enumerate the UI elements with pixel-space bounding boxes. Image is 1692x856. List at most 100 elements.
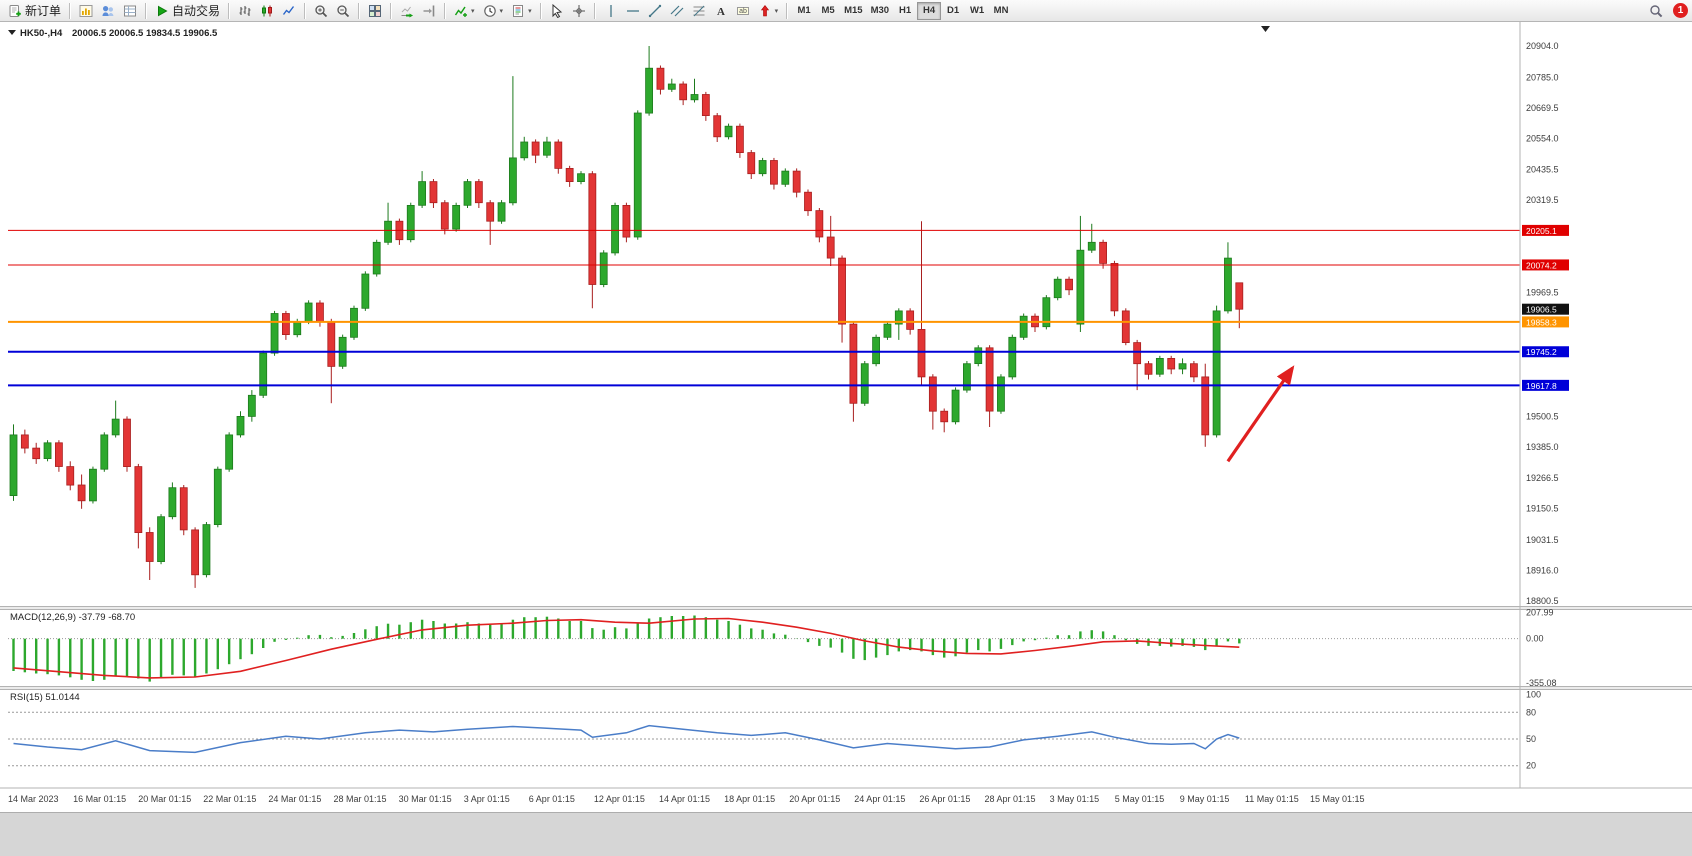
svg-text:20 Apr 01:15: 20 Apr 01:15 <box>789 794 840 804</box>
candle-body <box>826 236 835 259</box>
candle-body <box>645 67 653 114</box>
dropdown-arrow-icon: ▾ <box>774 7 779 15</box>
candle-body <box>145 532 154 562</box>
cursor-button[interactable] <box>547 1 567 20</box>
profiles-button[interactable] <box>98 1 118 20</box>
auto-trading-button-label: 自动交易 <box>172 4 221 18</box>
autotrade-icon <box>155 4 169 18</box>
trendline-button[interactable] <box>645 1 665 20</box>
data-window-button[interactable] <box>120 1 140 20</box>
panel-separator[interactable] <box>0 686 1692 690</box>
timeframe-d1-button[interactable]: D1 <box>941 2 965 20</box>
hline-price-tag <box>1522 379 1569 391</box>
dropdown-arrow-icon: ▾ <box>499 7 504 15</box>
candle-body <box>611 204 619 254</box>
candle-body <box>1224 257 1232 312</box>
cursor-icon <box>550 3 564 18</box>
svg-text:24 Apr 01:15: 24 Apr 01:15 <box>854 794 905 804</box>
svg-text:20669.5: 20669.5 <box>1526 103 1559 113</box>
svg-text:14 Mar 2023: 14 Mar 2023 <box>8 794 59 804</box>
candle-body <box>622 204 631 238</box>
svg-text:5 May 01:15: 5 May 01:15 <box>1115 794 1165 804</box>
arrow-annotation[interactable] <box>1226 365 1295 463</box>
toolbar-separator <box>145 2 148 19</box>
timeframe-m30-button[interactable]: M30 <box>867 2 893 20</box>
auto-trading-button[interactable]: 自动交易 <box>152 1 223 20</box>
svg-text:18916.0: 18916.0 <box>1526 566 1559 576</box>
zoom-out-button[interactable] <box>333 1 353 20</box>
candle-body <box>656 67 665 90</box>
line-chart-button[interactable] <box>279 1 299 20</box>
svg-text:-355.08: -355.08 <box>1526 678 1557 688</box>
candle-body <box>985 347 994 412</box>
candlestick-chart-button[interactable] <box>257 1 277 20</box>
svg-text:20205.1: 20205.1 <box>1526 226 1557 236</box>
horizontal-line-button[interactable] <box>623 1 643 20</box>
candle-body <box>872 336 880 365</box>
arrows-icon <box>758 4 772 18</box>
svg-text:19745.2: 19745.2 <box>1526 347 1557 357</box>
candle-body <box>179 487 188 531</box>
periods-button[interactable]: ▾ <box>480 1 507 20</box>
search-button[interactable] <box>1646 1 1666 20</box>
timeframe-m15-button[interactable]: M15 <box>840 2 866 20</box>
candle-body <box>736 125 744 153</box>
candle-body <box>804 191 812 212</box>
candle-body <box>963 363 971 391</box>
vertical-line-button[interactable] <box>601 1 621 20</box>
candle-body <box>486 202 495 222</box>
timeframe-h4-button[interactable]: H4 <box>917 1 942 20</box>
chart-background <box>0 22 1692 812</box>
charts-button[interactable] <box>76 1 96 20</box>
chart-area[interactable]: 20904.0 20785.0 20669.5 20554.0 20435.5 20319… <box>0 22 1692 812</box>
candle-body <box>1099 241 1107 264</box>
svg-text:19858.3: 19858.3 <box>1526 317 1557 327</box>
toolbar-separator <box>69 2 72 19</box>
auto-scroll-button[interactable] <box>397 1 417 20</box>
candle-body <box>429 181 438 204</box>
notification-badge[interactable]: 1 <box>1673 3 1688 18</box>
indicators-button[interactable]: ▾ <box>451 1 478 20</box>
chart-shift-button[interactable] <box>419 1 439 20</box>
timeframe-m1-button[interactable]: M1 <box>792 2 816 20</box>
candle-body <box>474 181 483 204</box>
new-order-button[interactable]: 新订单 <box>5 1 64 20</box>
chart-dropdown-marker[interactable] <box>1261 26 1270 32</box>
toolbar-right-groups: 1 <box>1645 0 1688 22</box>
templates-button[interactable]: ▾ <box>508 1 535 20</box>
candle-body <box>123 418 131 468</box>
candle-body <box>940 410 949 423</box>
candle-body <box>713 115 722 138</box>
bar-chart-button[interactable] <box>235 1 255 20</box>
candle-body <box>1201 376 1210 436</box>
zoom-in-button[interactable] <box>311 1 331 20</box>
new-order-icon <box>8 4 22 18</box>
candle-body <box>247 394 256 417</box>
svg-text:A: A <box>717 6 725 18</box>
fibonacci-button[interactable] <box>689 1 709 20</box>
candle-body <box>520 141 529 159</box>
candle-body <box>679 83 688 101</box>
svg-text:28 Apr 01:15: 28 Apr 01:15 <box>985 794 1036 804</box>
equidistant-channel-button[interactable] <box>667 1 687 20</box>
crosshair-icon <box>572 4 586 18</box>
timeframe-w1-button[interactable]: W1 <box>965 2 989 20</box>
candle-body <box>20 434 29 449</box>
panel-separator[interactable] <box>0 606 1692 610</box>
candle-body <box>89 468 97 502</box>
timeframe-m5-button[interactable]: M5 <box>816 2 840 20</box>
timeframe-h1-button[interactable]: H1 <box>893 2 917 20</box>
arrows-button[interactable]: ▾ <box>755 1 782 20</box>
candle-body <box>906 310 915 330</box>
text-button[interactable]: A <box>711 1 731 20</box>
objects-collapse-icon[interactable] <box>8 30 16 35</box>
crosshair-button[interactable] <box>569 1 589 20</box>
text-label-button[interactable]: ab <box>733 1 753 20</box>
svg-text:19500.5: 19500.5 <box>1526 411 1559 421</box>
tile-windows-button[interactable] <box>365 1 385 20</box>
candle-body <box>1065 278 1073 291</box>
bar-chart-icon <box>238 4 252 18</box>
timeframe-mn-button[interactable]: MN <box>989 2 1013 20</box>
